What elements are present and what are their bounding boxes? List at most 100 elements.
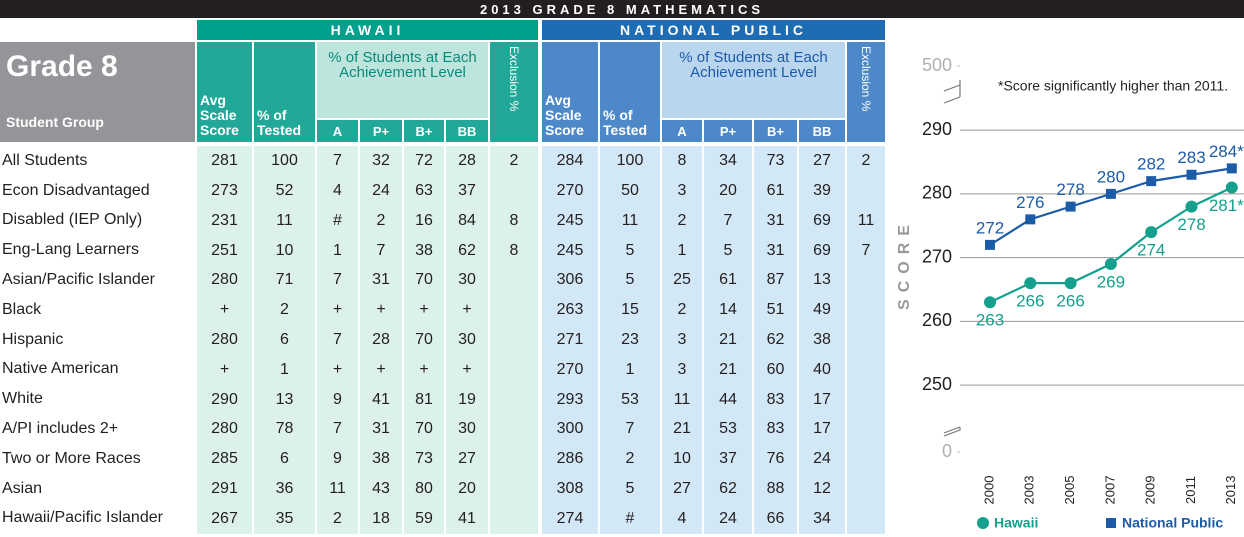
table-cell: 17 [799,414,845,445]
table-cell: 23 [600,324,660,356]
table-cell: 280 [197,414,252,445]
row-header: Student Group [6,114,104,130]
legend-label: National Public [1122,515,1223,531]
table-cell: 285 [197,444,252,475]
table-cell: 83 [754,414,797,445]
table-cell: + [360,354,402,385]
table-cell: + [446,354,488,385]
x-tick-label: 2003 [1022,476,1037,505]
column-header: P+ [360,120,402,142]
table-cell: + [197,354,252,385]
row-label: Asian/Pacific Islander [2,271,155,289]
y-tick-label: 280 [922,183,952,203]
level-header: % of Students at Each Achievement Level [317,42,488,118]
table-cell: 273 [197,175,252,207]
table-cell: 87 [754,265,797,296]
table-cell: 5 [600,473,660,505]
table-cell: 20 [704,175,752,207]
table-cell [847,414,885,445]
point [1104,258,1117,270]
table-cell [490,444,538,475]
table-cell: 28 [446,146,488,177]
table-cell: + [360,295,402,326]
table-cell: 27 [662,473,702,505]
data-label: 266 [1016,292,1044,311]
table-cell: 69 [799,205,845,236]
table-cell [490,295,538,326]
page-title: 2013 GRADE 8 MATHEMATICS [0,0,1244,18]
table-cell: 16 [404,205,444,236]
table-cell: 62 [704,473,752,505]
table-cell: 2 [317,503,358,534]
table-cell: # [600,503,660,534]
row-label: Hawaii/Pacific Islander [2,509,163,527]
point [1064,277,1077,290]
table-cell: 62 [754,324,797,356]
table-cell: 83 [754,384,797,415]
table-cell: 30 [446,265,488,296]
x-tick-label: 2005 [1062,476,1077,505]
table-cell [847,295,885,326]
table-cell: 7 [360,235,402,266]
table-cell: 25 [662,265,702,296]
table-cell: 38 [360,444,402,475]
table-cell: 19 [446,384,488,415]
table-cell [490,265,538,296]
column-header: B+ [404,120,444,142]
legend-marker [977,517,989,529]
table-cell: 27 [446,444,488,475]
row-label: Eng-Lang Learners [2,241,139,259]
table-cell: 5 [600,235,660,266]
point [1065,201,1076,212]
table-cell: 280 [197,324,252,356]
table-cell [847,265,885,296]
table-cell [847,324,885,356]
table-cell [490,354,538,385]
table-cell [847,503,885,534]
column-header: BB [799,120,845,142]
table-cell: 73 [754,146,797,177]
point [1185,200,1198,213]
table-cell: 31 [360,414,402,445]
legend-item: Hawaii [977,515,1038,531]
annotation: *Score significantly higher than 2011. [998,78,1228,94]
table-cell: 14 [704,295,752,326]
column-header: Exclusion % [847,42,885,142]
table-cell: 3 [662,324,702,356]
table-cell: 34 [704,146,752,177]
table-cell: 100 [600,146,660,177]
table-cell: + [197,295,252,326]
table-cell: 2 [662,295,702,326]
table-cell: 8 [662,146,702,177]
column-header: % of Tested [600,42,660,142]
table-cell: + [446,295,488,326]
table-cell: 2 [662,205,702,236]
table-cell: 12 [799,473,845,505]
table-cell: 38 [404,235,444,266]
table-cell: 40 [799,354,845,385]
point [1225,181,1238,194]
table-cell: # [317,205,358,236]
table-cell: 30 [446,414,488,445]
table-cell: 7 [600,414,660,445]
table-cell: 280 [197,265,252,296]
y-axis-label: SCORE [896,218,913,310]
table-cell [847,354,885,385]
y-tick-label: 0 [942,441,952,461]
table-cell: 21 [662,414,702,445]
table-title: Grade 8 [6,50,118,83]
table-cell [490,175,538,207]
table-cell: 37 [446,175,488,207]
point [984,296,996,309]
table-cell: + [317,354,358,385]
table-cell: 41 [446,503,488,534]
y-tick-label: 290 [922,119,952,139]
table-cell: 21 [704,324,752,356]
data-label: 283 [1177,148,1205,167]
table-cell: 11 [254,205,315,236]
table-cell: 291 [197,473,252,505]
table-cell: 43 [360,473,402,505]
data-label: 269 [1097,272,1125,291]
table-cell: 15 [600,295,660,326]
